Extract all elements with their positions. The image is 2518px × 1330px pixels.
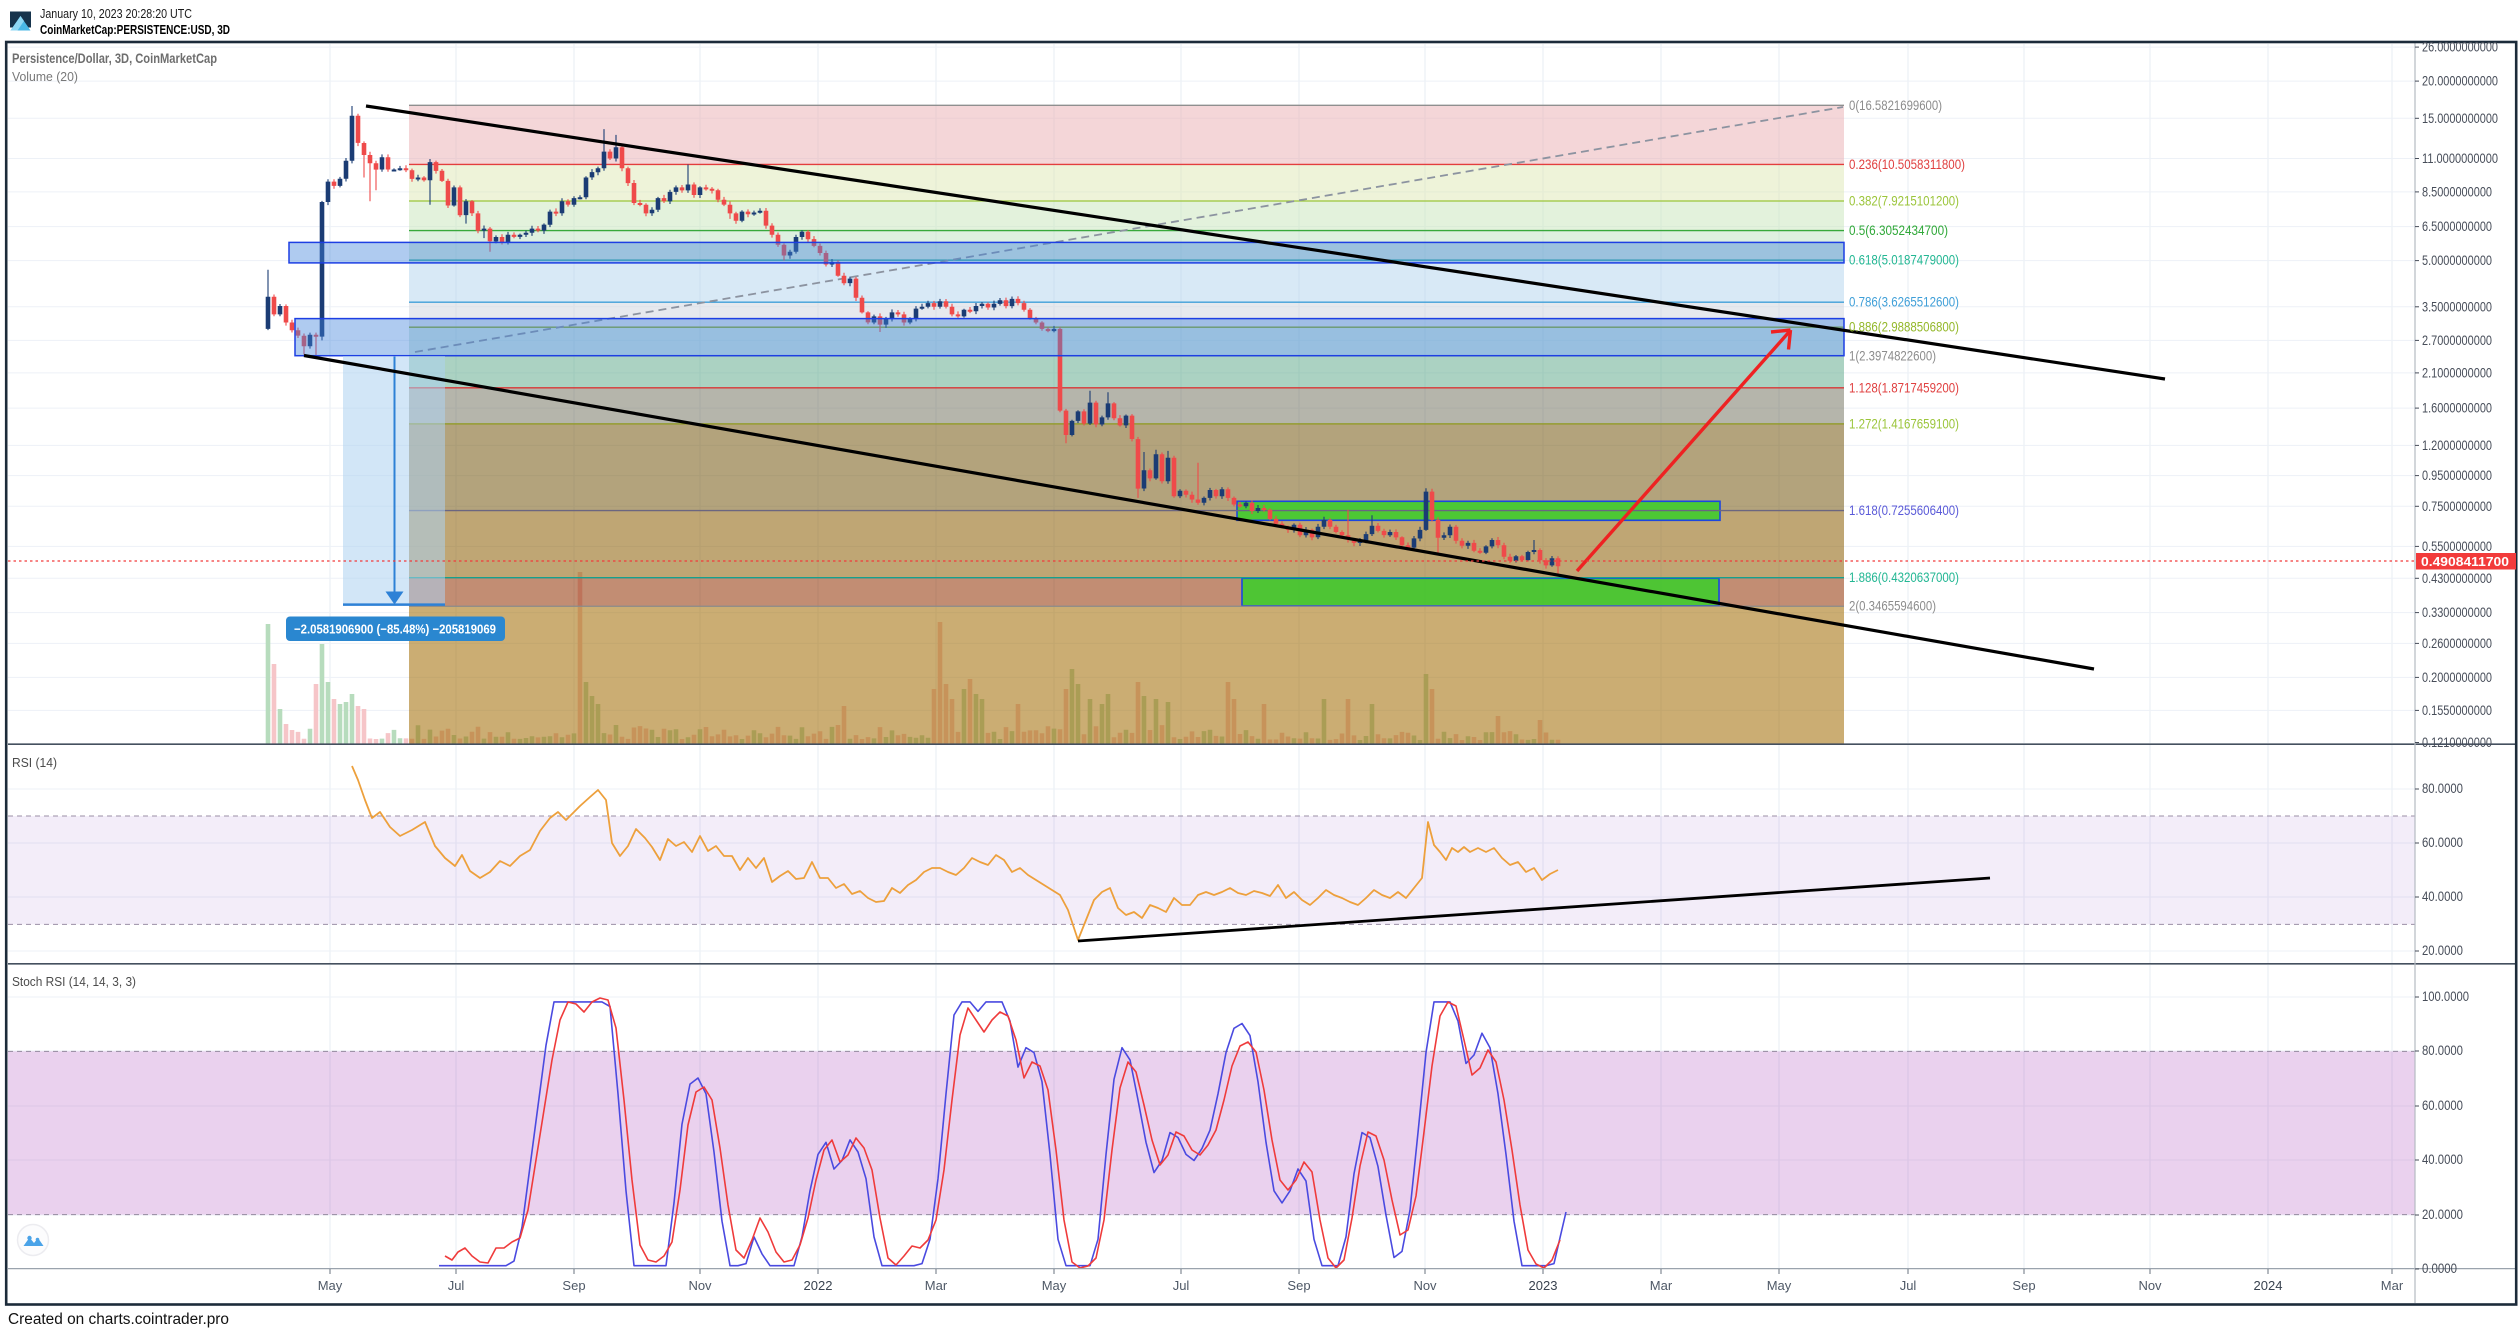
- svg-text:0.2600000000: 0.2600000000: [2422, 636, 2492, 651]
- svg-text:20.0000: 20.0000: [2422, 943, 2463, 958]
- svg-text:5.0000000000: 5.0000000000: [2422, 253, 2492, 268]
- svg-text:20.0000: 20.0000: [2422, 1207, 2463, 1222]
- svg-text:Sep: Sep: [1287, 1278, 1310, 1293]
- svg-text:Volume (20): Volume (20): [12, 69, 78, 84]
- svg-text:15.0000000000: 15.0000000000: [2422, 111, 2498, 126]
- svg-text:0.382(7.9215101200): 0.382(7.9215101200): [1849, 194, 1959, 209]
- svg-text:0.786(3.6265512600): 0.786(3.6265512600): [1849, 295, 1959, 310]
- svg-text:80.0000: 80.0000: [2422, 781, 2463, 796]
- svg-text:0.9500000000: 0.9500000000: [2422, 468, 2492, 483]
- svg-text:May: May: [1767, 1278, 1792, 1293]
- svg-text:0.5(6.3052434700): 0.5(6.3052434700): [1849, 223, 1948, 238]
- svg-text:1.272(1.4167659100): 1.272(1.4167659100): [1849, 416, 1959, 431]
- svg-text:11.0000000000: 11.0000000000: [2422, 151, 2498, 166]
- svg-text:January 10, 2023 20:28:20 UTC: January 10, 2023 20:28:20 UTC: [40, 6, 192, 21]
- svg-text:Mar: Mar: [2381, 1278, 2404, 1293]
- svg-text:2(0.3465594600): 2(0.3465594600): [1849, 599, 1936, 614]
- svg-text:60.0000: 60.0000: [2422, 1098, 2463, 1113]
- svg-text:1.886(0.4320637000): 1.886(0.4320637000): [1849, 570, 1959, 585]
- svg-text:Mar: Mar: [1650, 1278, 1673, 1293]
- svg-text:2024: 2024: [2254, 1278, 2283, 1293]
- svg-text:0(16.5821699600): 0(16.5821699600): [1849, 98, 1942, 113]
- svg-text:Mar: Mar: [925, 1278, 948, 1293]
- svg-text:1.6000000000: 1.6000000000: [2422, 401, 2492, 416]
- svg-text:Sep: Sep: [2012, 1278, 2035, 1293]
- svg-text:RSI (14): RSI (14): [12, 756, 57, 770]
- svg-text:40.0000: 40.0000: [2422, 889, 2463, 904]
- svg-text:Jul: Jul: [448, 1278, 465, 1293]
- svg-text:1.618(0.7255606400): 1.618(0.7255606400): [1849, 503, 1959, 518]
- svg-text:0.2000000000: 0.2000000000: [2422, 670, 2492, 685]
- svg-text:Stoch RSI (14, 14, 3, 3): Stoch RSI (14, 14, 3, 3): [12, 975, 136, 989]
- svg-text:Persistence/Dollar, 3D, CoinMa: Persistence/Dollar, 3D, CoinMarketCap: [12, 51, 217, 66]
- svg-text:1(2.3974822600): 1(2.3974822600): [1849, 348, 1936, 363]
- svg-text:2.1000000000: 2.1000000000: [2422, 365, 2492, 380]
- svg-text:Jul: Jul: [1900, 1278, 1917, 1293]
- svg-text:40.0000: 40.0000: [2422, 1152, 2463, 1167]
- svg-text:2023: 2023: [1529, 1278, 1558, 1293]
- svg-text:1.2000000000: 1.2000000000: [2422, 438, 2492, 453]
- svg-text:26.0000000000: 26.0000000000: [2422, 40, 2498, 55]
- svg-text:1.128(1.8717459200): 1.128(1.8717459200): [1849, 380, 1959, 395]
- svg-text:100.0000: 100.0000: [2422, 989, 2469, 1004]
- svg-text:Sep: Sep: [562, 1278, 585, 1293]
- svg-text:6.5000000000: 6.5000000000: [2422, 219, 2492, 234]
- svg-text:0.3300000000: 0.3300000000: [2422, 605, 2492, 620]
- svg-text:2.7000000000: 2.7000000000: [2422, 333, 2492, 348]
- svg-text:60.0000: 60.0000: [2422, 835, 2463, 850]
- svg-text:8.5000000000: 8.5000000000: [2422, 184, 2492, 199]
- svg-text:0.618(5.0187479000): 0.618(5.0187479000): [1849, 253, 1959, 268]
- svg-text:−2.0581906900 (−85.48%) −20581: −2.0581906900 (−85.48%) −205819069: [294, 622, 496, 637]
- svg-text:0.4908411700: 0.4908411700: [2421, 554, 2509, 569]
- svg-text:Jul: Jul: [1173, 1278, 1190, 1293]
- svg-text:3.5000000000: 3.5000000000: [2422, 299, 2492, 314]
- svg-text:CoinMarketCap:PERSISTENCE:USD,: CoinMarketCap:PERSISTENCE:USD, 3D: [40, 22, 230, 37]
- svg-text:May: May: [318, 1278, 343, 1293]
- svg-text:Nov: Nov: [1413, 1278, 1437, 1293]
- svg-text:80.0000: 80.0000: [2422, 1043, 2463, 1058]
- svg-text:0.886(2.9888506800): 0.886(2.9888506800): [1849, 320, 1959, 335]
- svg-text:0.4300000000: 0.4300000000: [2422, 571, 2492, 586]
- svg-text:0.236(10.5058311800): 0.236(10.5058311800): [1849, 157, 1965, 172]
- svg-text:Nov: Nov: [2138, 1278, 2162, 1293]
- svg-text:2022: 2022: [804, 1278, 833, 1293]
- svg-text:0.7500000000: 0.7500000000: [2422, 499, 2492, 514]
- svg-text:Nov: Nov: [688, 1278, 712, 1293]
- svg-text:May: May: [1042, 1278, 1067, 1293]
- svg-text:0.5500000000: 0.5500000000: [2422, 539, 2492, 554]
- svg-text:Created on charts.cointrader.p: Created on charts.cointrader.pro: [8, 1311, 229, 1328]
- svg-text:0.1210000000: 0.1210000000: [2422, 735, 2492, 750]
- svg-text:0.0000: 0.0000: [2422, 1261, 2457, 1276]
- svg-text:20.0000000000: 20.0000000000: [2422, 74, 2498, 89]
- svg-text:0.1550000000: 0.1550000000: [2422, 703, 2492, 718]
